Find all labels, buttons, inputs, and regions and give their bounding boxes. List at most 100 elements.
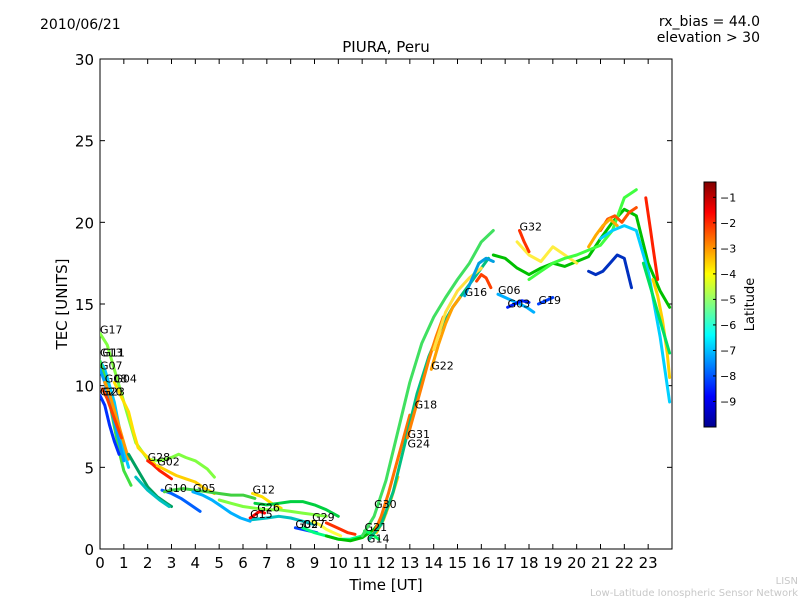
x-tick-label: 20 [567, 554, 586, 572]
x-tick-label: 3 [167, 554, 177, 572]
tec-series-1 [100, 359, 131, 469]
satellite-label-g32: G32 [519, 221, 542, 234]
tec-series-14 [191, 490, 252, 523]
y-tick-label: 30 [75, 51, 94, 69]
tec-series-7 [100, 387, 123, 440]
tec-series-42 [587, 253, 633, 290]
tec-series-48 [641, 261, 672, 355]
satellite-label-g29: G29 [312, 511, 335, 524]
satellite-label-g30: G30 [374, 498, 397, 511]
satellite-label-g14: G14 [367, 532, 390, 545]
tec-series-18 [248, 509, 266, 520]
satellite-label-g04: G04 [114, 372, 137, 385]
tec-series-8 [146, 459, 173, 481]
satellite-label-g24: G24 [407, 438, 430, 451]
tec-series-28 [360, 229, 495, 538]
tec-series-35 [491, 207, 672, 309]
footer-lisn: LISN [775, 576, 798, 587]
satellite-label-g22: G22 [431, 359, 454, 372]
tec-series-38 [537, 296, 555, 306]
colorbar-tick-label: −8 [720, 370, 736, 383]
tec-series-44 [587, 217, 619, 249]
tec-series-9 [155, 464, 216, 495]
rx-bias-label: rx_bias = 44.0 [658, 14, 760, 30]
satellite-label-g28: G28 [148, 451, 171, 464]
colorbar-tick-label: −1 [720, 191, 736, 204]
satellite-label-g17: G17 [100, 323, 123, 336]
tec-series-31 [429, 296, 462, 371]
plot-frame [99, 58, 673, 550]
satellite-label-g10: G10 [164, 482, 187, 495]
tec-series-30 [405, 315, 445, 440]
x-tick-label: 21 [591, 554, 610, 572]
satellite-label-g18: G18 [415, 399, 438, 412]
satellite-label-g02: G02 [157, 456, 180, 469]
satellite-label-g16: G16 [465, 286, 488, 299]
x-tick-label: 13 [400, 554, 419, 572]
x-tick-label: 22 [615, 554, 634, 572]
y-tick-label: 0 [84, 541, 94, 559]
tec-series-37 [506, 299, 531, 309]
tec-series-5 [112, 380, 157, 466]
x-tick-label: 4 [191, 554, 201, 572]
tec-series-16 [217, 498, 328, 518]
x-tick-label: 6 [238, 554, 248, 572]
satellite-label-g12: G12 [253, 483, 276, 496]
colorbar-tick-label: −7 [720, 344, 736, 357]
colorbar-tick-label: −5 [720, 293, 736, 306]
series-group [100, 188, 672, 543]
x-tick-label: 10 [329, 554, 348, 572]
satellite-label-g27: G27 [303, 518, 326, 531]
colorbar-tick-label: −4 [720, 268, 736, 281]
x-axis-label: Time [UT] [348, 576, 422, 594]
tec-series-20 [310, 519, 343, 538]
satellite-label-g09: G09 [295, 518, 318, 531]
tec-series-6 [100, 394, 121, 456]
tec-series-41 [527, 188, 638, 281]
y-tick-label: 5 [84, 459, 94, 477]
tec-series-33 [463, 256, 495, 298]
tec-series-26 [372, 413, 412, 535]
satellite-label-g11: G11 [102, 346, 125, 359]
satellite-label-g07: G07 [100, 359, 123, 372]
colorbar-tick-label: −6 [720, 319, 736, 332]
satellite-label-g06: G06 [498, 284, 521, 297]
x-tick-label: 14 [424, 554, 443, 572]
tec-series-45 [599, 224, 672, 404]
y-axis-label: TEC [UNITS] [53, 259, 71, 351]
y-tick-label: 20 [75, 214, 94, 232]
satellite-label-g15: G15 [250, 508, 273, 521]
satellite-label-g31: G31 [407, 428, 430, 441]
tec-series-15 [251, 492, 283, 510]
x-tick-label: 17 [496, 554, 515, 572]
satellite-label-g23: G23 [102, 385, 125, 398]
chart-title: PIURA, Peru [342, 38, 429, 56]
elevation-label: elevation > 30 [656, 30, 760, 46]
x-tick-label: 23 [639, 554, 658, 572]
x-tick-label: 8 [286, 554, 296, 572]
tec-series-40 [518, 229, 531, 254]
tec-series-12 [134, 475, 171, 508]
tec-series-21 [324, 521, 357, 536]
x-tick-label: 1 [119, 554, 129, 572]
satellite-label-g03: G03 [508, 297, 531, 310]
tec-series-19 [253, 500, 340, 518]
colorbar-label: Latitude [743, 278, 758, 332]
satellite-label-g13: G13 [100, 346, 123, 359]
date-label: 2010/06/21 [40, 17, 121, 33]
x-tick-label: 7 [262, 554, 272, 572]
satellite-label-g05: G05 [193, 482, 216, 495]
x-tick-label: 18 [519, 554, 538, 572]
tec-series-46 [644, 196, 660, 281]
tec-series-47 [651, 278, 672, 379]
x-tick-label: 16 [472, 554, 491, 572]
satellite-label-g21: G21 [365, 521, 388, 534]
y-tick-label: 10 [75, 378, 94, 396]
footer-network: Low-Latitude Ionospheric Sensor Network [590, 588, 798, 599]
x-tick-label: 2 [143, 554, 153, 572]
tec-series-13 [162, 487, 257, 500]
y-tick-label: 25 [75, 133, 94, 151]
x-tick-label: 12 [376, 554, 395, 572]
